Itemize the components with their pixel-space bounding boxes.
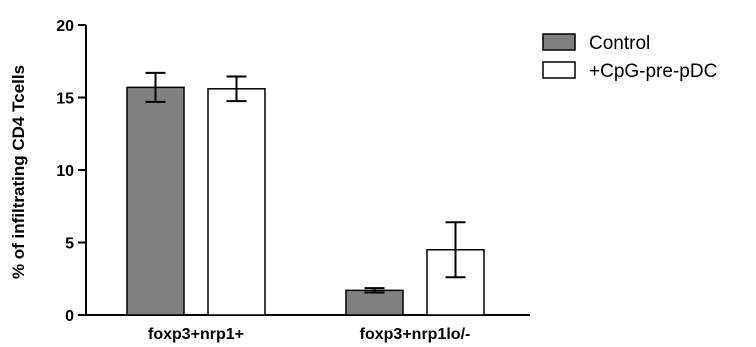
y-axis-label: % of infiltrating CD4 Tcells bbox=[9, 65, 28, 279]
x-axis: foxp3+nrp1+ foxp3+nrp1lo/- bbox=[86, 314, 530, 343]
bar bbox=[426, 249, 485, 316]
legend-label: +CpG-pre-pDC bbox=[589, 61, 717, 82]
y-tick-label: 0 bbox=[65, 308, 74, 325]
legend: Control +CpG-pre-pDC bbox=[542, 33, 717, 82]
bar bbox=[126, 86, 185, 316]
y-tick-label: 15 bbox=[56, 91, 74, 108]
bars-group bbox=[126, 71, 485, 316]
y-tick-label: 20 bbox=[56, 18, 74, 35]
legend-swatch bbox=[542, 61, 576, 79]
category-label: foxp3+nrp1+ bbox=[148, 326, 244, 343]
bar bbox=[345, 289, 404, 316]
y-tick-label: 5 bbox=[65, 236, 74, 253]
y-axis: 0 5 10 15 20 bbox=[56, 18, 87, 325]
y-tick-label: 10 bbox=[56, 163, 74, 180]
bar bbox=[207, 88, 266, 316]
legend-swatch bbox=[542, 33, 576, 51]
legend-label: Control bbox=[589, 33, 650, 54]
category-label: foxp3+nrp1lo/- bbox=[360, 326, 471, 343]
